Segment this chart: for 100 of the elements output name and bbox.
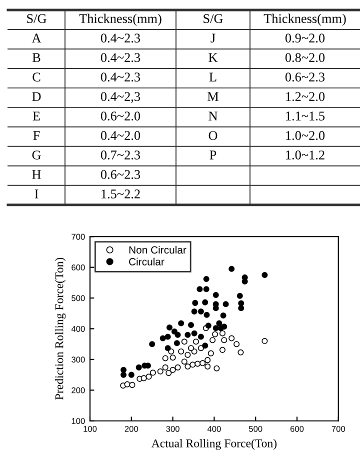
point [228,266,235,272]
point [184,332,191,338]
legend-label: Non Circular [129,246,186,254]
point [205,322,212,329]
point [204,357,211,364]
text: 0.4~2,3 [100,92,140,103]
point [220,312,226,319]
point [181,358,188,365]
point [210,337,216,344]
point [234,341,240,348]
point [120,372,127,378]
point [174,340,180,346]
x-axis-title: Actual Rolling Force(Ton) [151,439,277,450]
text: Thickness(mm) [264,14,346,26]
point [136,364,142,370]
text: 0.4~2.3 [100,53,140,62]
x-tick-label: 100 [84,426,97,432]
text: S/G [204,14,223,24]
point [178,320,184,326]
text: E [32,112,40,120]
text: 1.1~1.5 [286,112,325,121]
point [203,276,210,282]
text: 0.4~2.3 [100,34,140,43]
point [200,360,206,366]
point [212,325,219,332]
point [164,345,171,352]
point [236,292,243,299]
point [178,348,184,354]
x-tick-label: 600 [290,426,304,432]
point [170,366,176,373]
text: S/G [27,14,46,24]
x-tick-label: 500 [248,426,262,432]
text: 1.5~2.2 [102,190,140,198]
text: H [32,170,41,179]
text: L [209,72,216,82]
text: C [32,72,40,82]
point [188,322,194,328]
text: A [32,34,42,42]
point [166,324,173,331]
point [184,363,191,370]
point [160,335,166,342]
point [184,352,191,358]
text: K [208,53,218,62]
point [190,362,196,368]
point [212,292,219,298]
text: D [32,92,41,101]
point [191,308,198,315]
y-tick-label: 700 [72,234,85,240]
text: 0.6~2.3 [285,72,325,82]
y-tick-label: 600 [72,264,85,270]
text: J [210,34,216,43]
point [198,308,204,315]
point [228,335,235,342]
point [129,382,136,388]
text: O [208,131,218,140]
point [174,332,181,338]
text: 0.4~2.3 [100,72,140,82]
point [221,337,228,344]
x-tick-label: 300 [166,426,180,432]
point [212,331,218,338]
text: M [208,92,218,101]
text: 0.9~2.0 [285,34,325,43]
point [202,342,208,349]
point [192,338,199,345]
point [150,370,156,376]
point [214,365,220,372]
point [198,334,204,340]
point [238,349,244,356]
text: N [208,112,218,120]
point [170,354,176,361]
x-tick-label: 700 [332,426,346,432]
x-tick-label: 200 [124,426,138,432]
y-tick-label: 200 [72,387,85,394]
text: G [32,150,41,160]
point [149,341,156,348]
point [188,345,194,352]
point [166,370,172,376]
text: 1.0~2.0 [286,131,325,140]
text: B [32,53,40,62]
point [238,305,244,312]
point [219,346,226,353]
point [202,299,208,306]
point [191,330,198,336]
point [204,312,210,318]
text: P [210,150,216,160]
text: F [33,131,40,140]
point [203,286,210,292]
point [162,364,168,370]
y-tick-label: 100 [72,418,85,424]
text: Thickness(mm) [79,14,162,26]
point [262,272,268,278]
point [174,364,181,370]
point [198,345,204,352]
point [204,363,211,370]
point [208,350,214,356]
legend-label: Circular [129,258,164,266]
x-tick-label: 400 [207,426,221,432]
text: I [34,190,38,198]
point [124,381,130,388]
point [192,300,198,306]
